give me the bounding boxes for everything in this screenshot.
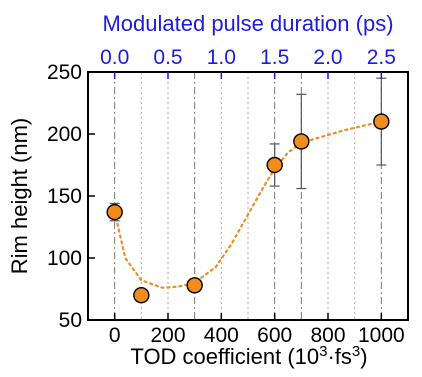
y-axis-label: Rim height (nm) (7, 118, 32, 274)
top-tick-label: 2.0 (313, 46, 342, 69)
x-tick-label: 0 (109, 324, 121, 347)
top-tick-label: 0.5 (153, 46, 182, 69)
data-point (373, 113, 390, 130)
data-point (293, 133, 310, 150)
x-tick-label: 600 (257, 324, 292, 347)
y-tick-label: 150 (47, 185, 82, 208)
x-axis-label: TOD coefficient (103·fs3) (130, 343, 367, 369)
fit-curve (113, 120, 383, 289)
x-axis-label-superscript: 3 (352, 343, 360, 360)
top-tick-label: 1.5 (260, 46, 289, 69)
grid-lines (114, 72, 382, 320)
y-tick-label: 100 (47, 247, 82, 270)
y-tick-label: 250 (47, 61, 82, 84)
data-points (106, 113, 390, 304)
y-tick-label: 50 (59, 309, 82, 332)
y-tick-label: 200 (47, 123, 82, 146)
x-axis-label-superscript: 3 (319, 343, 327, 360)
top-axis-label: Modulated pulse duration (ps) (102, 11, 393, 36)
x-tick-label: 200 (150, 324, 185, 347)
top-tick-label: 2.5 (367, 46, 396, 69)
top-tick-label: 0.0 (100, 46, 129, 69)
fit-line (113, 120, 383, 289)
data-point (133, 287, 150, 304)
tick-labels: 0 200 400 600 800 1000 50 100 150 200 250 0.0 0.5 1.0… (47, 46, 405, 347)
data-point (266, 156, 283, 174)
data-point (106, 203, 123, 221)
x-tick-label: 1000 (358, 324, 405, 347)
x-tick-label: 400 (204, 324, 239, 347)
x-tick-label: 800 (310, 324, 345, 347)
top-tick-label: 1.0 (207, 46, 236, 69)
data-point (186, 277, 203, 294)
axis-ticks (88, 71, 383, 321)
